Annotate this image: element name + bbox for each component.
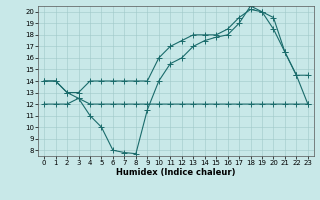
X-axis label: Humidex (Indice chaleur): Humidex (Indice chaleur) — [116, 168, 236, 177]
